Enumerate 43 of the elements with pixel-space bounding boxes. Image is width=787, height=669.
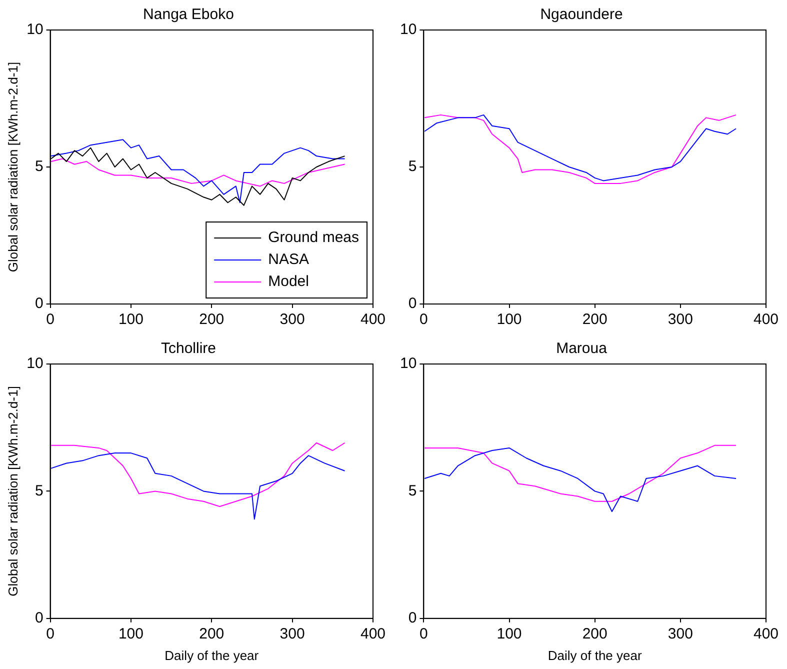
x-tick-label: 200 [199,626,224,643]
x-tick-label: 0 [46,311,54,328]
x-tick-label: 300 [280,311,305,328]
x-tick-label: 0 [46,626,54,643]
y-tick-label: 10 [26,21,44,38]
legend-label: Model [268,273,309,290]
chart-title: Ngaoundere [540,6,623,24]
x-axis-title: Daily of the year [548,648,642,663]
legend-label: NASA [268,251,309,268]
x-tick-label: 200 [582,311,608,328]
x-tick-label: 300 [668,626,693,643]
x-tick-label: 100 [496,626,522,643]
y-tick-label: 5 [408,158,417,176]
y-tick-label: 5 [34,158,44,176]
y-axis-title: Global solar radiation [KWh.m-2.d-1] [5,62,20,272]
x-tick-label: 200 [199,311,224,328]
x-tick-label: 400 [753,311,779,328]
x-tick-label: 200 [582,626,608,643]
y-tick-label: 0 [34,295,44,312]
y-tick-label: 0 [34,610,44,627]
y-tick-label: 0 [408,295,417,312]
y-tick-label: 0 [408,610,417,627]
y-tick-label: 10 [26,355,44,372]
x-tick-label: 100 [118,311,144,328]
chart-title: Tchollire [160,340,216,358]
x-axis-title: Daily of the year [164,648,260,663]
y-tick-label: 5 [34,482,44,500]
x-tick-label: 100 [118,626,144,643]
x-tick-label: 400 [360,626,386,643]
y-tick-label: 5 [408,482,417,500]
chart-title: Nanga Eboko [143,6,234,24]
x-tick-label: 100 [496,311,522,328]
y-tick-label: 10 [400,355,417,372]
x-tick-label: 0 [420,311,428,328]
x-tick-label: 400 [360,311,386,328]
y-tick-label: 10 [400,21,417,38]
chart-title: Maroua [556,340,608,358]
y-axis-title: Global solar radiation [KWh.m-2.d-1] [5,386,20,596]
legend-label: Ground meas [268,229,360,246]
x-tick-label: 300 [280,626,305,643]
x-tick-label: 400 [753,626,779,643]
x-tick-label: 300 [668,311,693,328]
x-tick-label: 0 [420,626,428,643]
